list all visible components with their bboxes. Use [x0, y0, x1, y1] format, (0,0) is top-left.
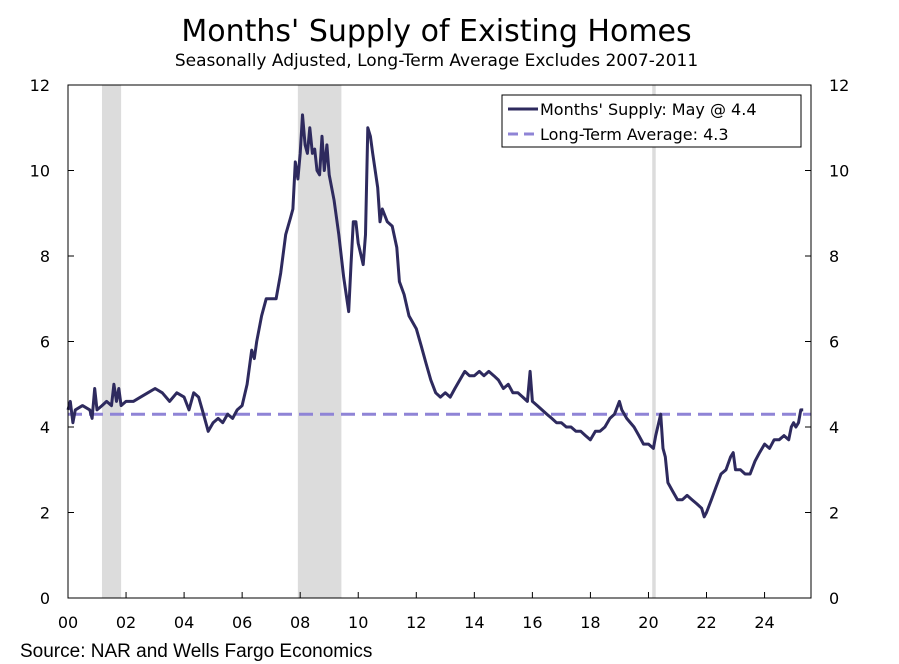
- x-tick-label: 10: [348, 613, 368, 632]
- x-tick-label: 14: [464, 613, 484, 632]
- y-tick-label-right: 8: [829, 247, 839, 266]
- y-tick-label-left: 8: [40, 247, 50, 266]
- y-tick-label-left: 4: [40, 418, 50, 437]
- chart-title: Months' Supply of Existing Homes: [181, 14, 692, 49]
- x-tick-label: 08: [290, 613, 310, 632]
- chart-subtitle: Seasonally Adjusted, Long-Term Average E…: [174, 51, 699, 71]
- y-tick-label-left: 6: [40, 333, 50, 352]
- x-tick-label: 16: [522, 613, 542, 632]
- legend-entry: Long-Term Average: 4.3: [540, 125, 729, 144]
- x-tick-label: 20: [638, 613, 658, 632]
- y-tick-label-right: 12: [829, 76, 849, 95]
- x-tick-label: 12: [406, 613, 426, 632]
- x-tick-label: 24: [754, 613, 774, 632]
- y-tick-label-right: 4: [829, 418, 839, 437]
- x-tick-label: 22: [696, 613, 716, 632]
- y-tick-label-right: 2: [829, 504, 839, 523]
- y-tick-label-left: 0: [40, 589, 50, 608]
- y-tick-label-left: 12: [30, 76, 50, 95]
- legend-entry: Months' Supply: May @ 4.4: [540, 100, 757, 119]
- recession-shading-layer: [101, 85, 656, 598]
- plot-frame: [67, 84, 812, 599]
- x-tick-label: 04: [174, 613, 194, 632]
- x-tick-label: 18: [580, 613, 600, 632]
- series-layer: [66, 113, 804, 519]
- recession-band-2: [652, 85, 656, 598]
- x-tick-label: 00: [58, 613, 78, 632]
- months-supply-line: [66, 113, 804, 519]
- x-tick-label: 02: [116, 613, 136, 632]
- legend: Months' Supply: May @ 4.4 Long-Term Avera…: [501, 94, 802, 148]
- chart-source: Source: NAR and Wells Fargo Economics: [20, 641, 373, 662]
- recession-band-0: [101, 85, 122, 598]
- legend-box: [501, 94, 802, 148]
- y-tick-label-right: 6: [829, 333, 839, 352]
- y-tick-label-right: 0: [829, 589, 839, 608]
- y-tick-label-left: 10: [30, 162, 50, 181]
- x-tick-label: 06: [232, 613, 252, 632]
- y-tick-label-left: 2: [40, 504, 50, 523]
- y-tick-label-right: 10: [829, 162, 849, 181]
